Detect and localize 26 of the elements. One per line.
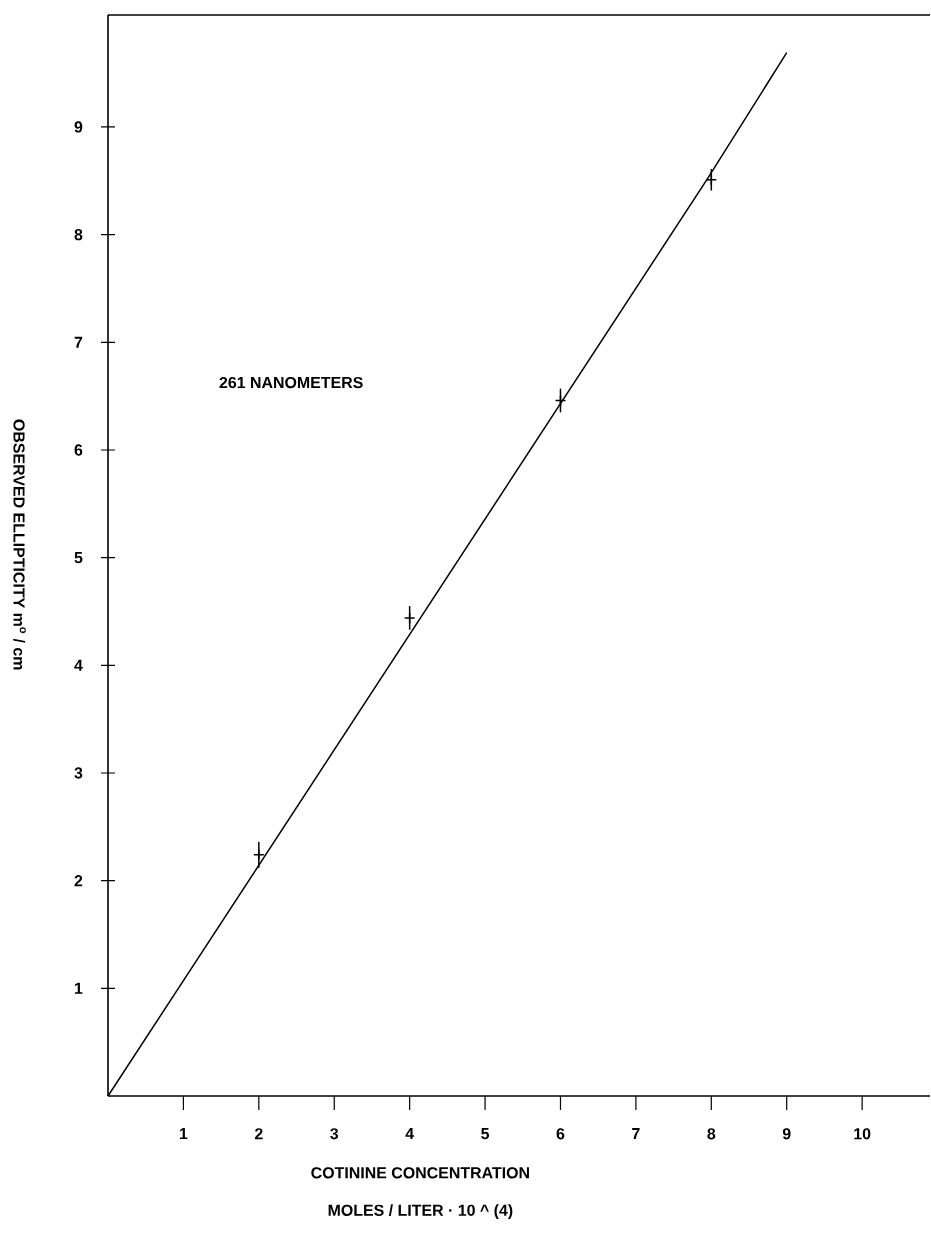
point bbox=[554, 394, 567, 407]
x-tick-label: 10 bbox=[854, 1128, 871, 1140]
x-tick-label: 2 bbox=[255, 1128, 263, 1140]
point bbox=[253, 849, 265, 861]
x-tick-label: 8 bbox=[707, 1128, 716, 1140]
y-tick-label: 4 bbox=[74, 659, 83, 671]
y-tick-label: 6 bbox=[74, 444, 83, 456]
y-tick-label: 3 bbox=[74, 767, 83, 779]
y-tick-label: 5 bbox=[74, 552, 83, 564]
x-tick-label: 6 bbox=[556, 1128, 565, 1140]
y-tick-label: 8 bbox=[74, 229, 83, 241]
y-tick-label: 7 bbox=[74, 336, 83, 348]
x-tick-label: 1 bbox=[180, 1128, 188, 1140]
x-tick-label: 4 bbox=[405, 1128, 415, 1140]
y-tick-label: 1 bbox=[75, 982, 83, 994]
text: MOLES / LITER · 10 ^ (4) bbox=[328, 1204, 513, 1220]
y-tick-label: 2 bbox=[74, 875, 83, 887]
x-tick-label: 5 bbox=[481, 1128, 490, 1140]
x-tick-label: 9 bbox=[782, 1128, 791, 1140]
x-tick-label: 3 bbox=[330, 1128, 339, 1140]
y-axis-title: OBSERVED ELLIPTICITY m$^{o}$ / cm bbox=[13, 419, 26, 670]
x-axis-title: COTININE CONCENTRATION bbox=[311, 1167, 530, 1179]
annotation: 261 NANOMETERS bbox=[219, 376, 363, 389]
y-tick-label: 9 bbox=[74, 121, 83, 133]
x-tick-label: 7 bbox=[632, 1128, 640, 1140]
point bbox=[404, 612, 416, 624]
